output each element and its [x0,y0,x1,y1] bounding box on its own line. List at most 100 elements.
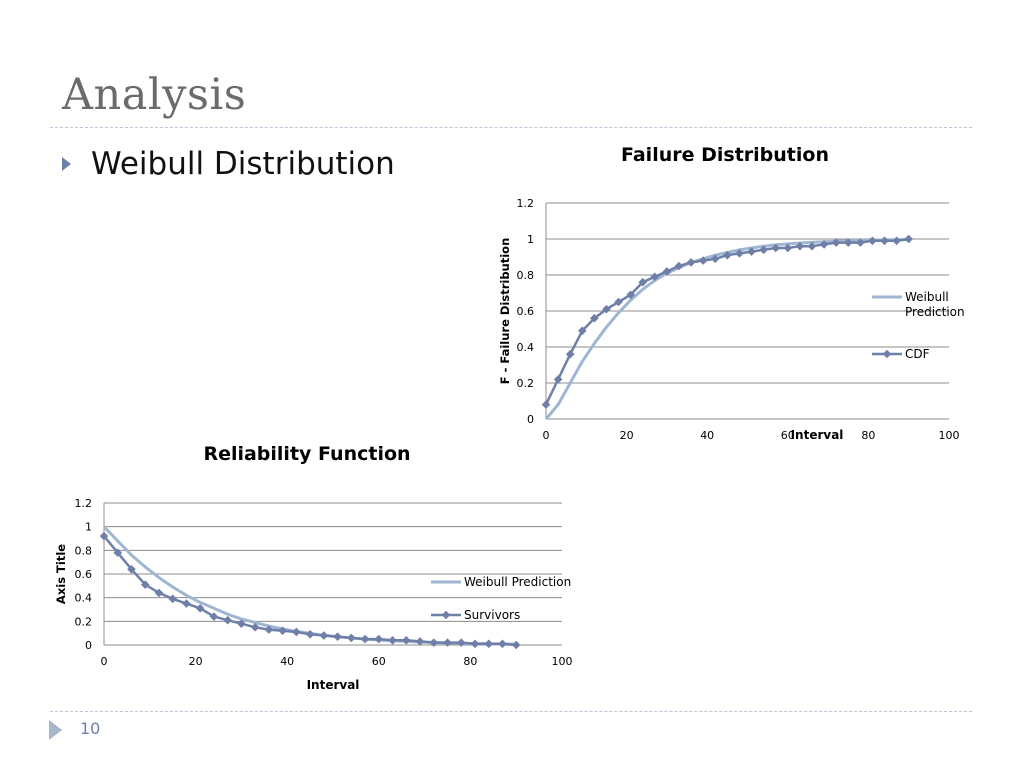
data-point-marker [783,243,793,253]
data-point-marker [140,580,150,589]
data-point-marker [662,267,672,276]
data-point-marker [168,594,177,604]
data-point-marker [650,272,660,282]
x-tick-label: 80 [463,655,477,668]
x-tick-label: 20 [620,429,634,442]
y-tick-label: 0.6 [517,305,535,318]
data-point-marker [360,634,370,644]
data-point-marker [470,639,480,649]
data-point-marker [415,637,425,646]
data-point-marker [686,258,696,267]
data-point-marker [868,236,877,246]
bullet-text: Weibull Distribution [91,146,395,182]
data-point-marker [305,630,315,639]
legend-marker [441,610,451,620]
bullet-item: Weibull Distribution [62,146,395,182]
data-point-marker [99,531,109,541]
data-point-marker [590,313,599,323]
data-point-marker [819,240,829,249]
y-tick-label: 1 [85,521,92,534]
data-point-marker [880,236,889,246]
data-point-marker [759,245,768,255]
top-divider [50,127,972,128]
y-axis-title: F - Failure Distribution [498,238,512,385]
x-tick-label: 40 [280,655,294,668]
data-point-marker [333,632,342,642]
data-point-marker [223,615,232,625]
chart-title: Failure Distribution [621,144,829,166]
weibull-series-line [544,238,909,420]
x-tick-label: 60 [781,429,795,442]
data-point-marker [484,639,494,649]
data-point-marker [795,241,805,251]
y-axis-title: Axis Title [54,544,68,604]
legend-label: Weibull Prediction [464,575,571,589]
data-point-marker [831,238,841,247]
data-point-marker [319,631,329,640]
data-point-marker [747,247,756,256]
data-point-marker [456,638,466,647]
data-point-marker [443,638,452,647]
data-point-marker [541,400,551,409]
data-series-line [544,237,909,406]
reliability-function-chart: Reliability Function 0 0.2 0.4 0.6 0.8 1 1.2 0 20… [54,443,573,692]
legend-marker [882,349,892,359]
data-point-marker [347,633,356,643]
data-point-marker [577,326,587,336]
data-point-marker [195,604,205,613]
y-tick-label: 0 [527,413,534,426]
data-point-marker [127,564,136,574]
y-tick-label: 0.2 [517,377,535,390]
x-axis-title: Interval [307,678,360,692]
data-point-marker [278,626,287,636]
data-point-marker [388,635,397,645]
y-tick-label: 0 [85,639,92,652]
data-point-marker [565,349,575,359]
data-series-line [103,535,517,647]
data-point-marker [292,627,301,637]
x-tick-label: 0 [543,429,550,442]
data-point-marker [374,634,384,644]
y-tick-label: 1.2 [517,197,535,210]
y-tick-label: 0.6 [75,568,93,581]
footer-triangle-icon [49,720,62,740]
weibull-series-line [102,525,517,646]
x-tick-label: 100 [939,429,960,442]
data-point-marker [154,588,164,598]
data-point-marker [401,635,411,645]
data-point-marker [511,640,521,650]
data-point-marker [735,249,744,258]
bottom-divider [50,711,972,712]
data-point-marker [209,612,219,621]
failure-distribution-chart: Failure Distribution 0 0.2 0.4 0.6 0.8 1 1.2 0 20… [498,144,965,442]
y-tick-label: 1.2 [75,497,93,510]
y-tick-label: 0.8 [517,269,535,282]
y-tick-label: 1 [527,233,534,246]
data-point-marker [602,304,611,314]
data-point-marker [723,250,732,260]
x-tick-label: 80 [861,429,875,442]
legend-label: CDF [905,347,930,361]
bullet-triangle-icon [62,157,71,171]
legend-label: Survivors [464,608,520,622]
x-tick-label: 20 [189,655,203,668]
x-tick-label: 60 [372,655,386,668]
data-point-marker [904,234,913,244]
legend-label: Weibull Prediction [905,290,965,319]
data-point-marker [553,375,563,384]
data-point-marker [892,236,901,246]
y-tick-label: 0.8 [75,544,93,557]
y-tick-label: 0.4 [75,592,93,605]
x-tick-label: 40 [700,429,714,442]
data-point-marker [182,599,191,608]
x-tick-label: 100 [552,655,573,668]
slide-title: Analysis [62,70,247,120]
page-number: 10 [80,719,101,738]
x-axis-title: Interval [791,428,844,442]
data-point-marker [771,243,781,253]
data-point-marker [614,297,623,307]
y-tick-label: 0.2 [75,615,93,628]
data-point-marker [498,639,507,649]
data-point-marker [856,238,865,247]
data-point-marker [429,638,439,647]
